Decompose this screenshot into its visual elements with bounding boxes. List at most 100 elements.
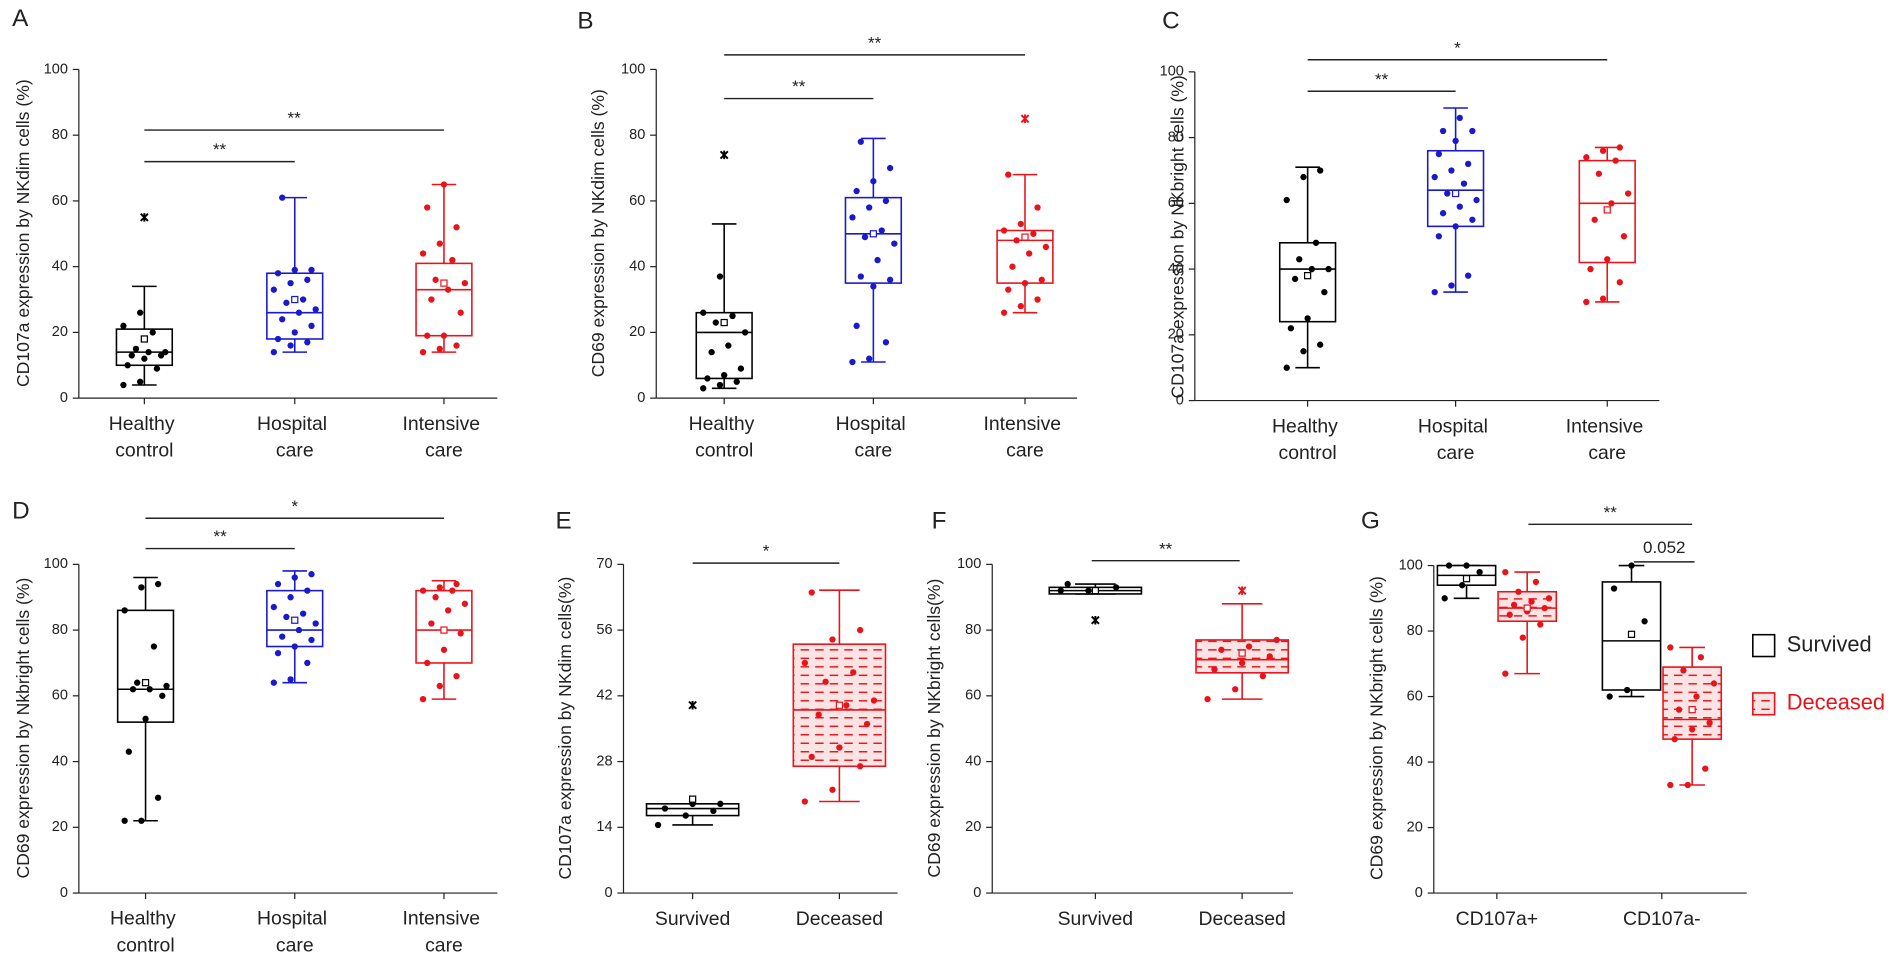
outlier xyxy=(1020,114,1030,124)
data-point xyxy=(866,355,873,362)
data-point xyxy=(708,348,715,356)
outlier xyxy=(719,150,729,160)
y-tick-label: 42 xyxy=(596,688,612,704)
data-point xyxy=(1606,693,1613,700)
data-point xyxy=(882,197,890,205)
data-point xyxy=(856,626,864,634)
data-point xyxy=(1463,562,1470,569)
data-point xyxy=(882,339,890,346)
data-point xyxy=(861,233,869,241)
panel: A CD107a expression by NKdim cells (%) 0 20… xyxy=(12,5,498,462)
data-point xyxy=(721,371,728,379)
data-point xyxy=(1610,585,1618,592)
y-axis-label: CD107a expression by NKdim cells(%) xyxy=(555,577,575,880)
data-point xyxy=(1064,580,1071,588)
x-tick-label: Hospital care xyxy=(257,413,332,462)
data-point xyxy=(308,636,315,644)
data-point xyxy=(1519,634,1526,641)
data-point xyxy=(1620,233,1628,240)
panel: D CD69 expression by Nkbright cells (%) 0 2… xyxy=(12,497,498,954)
data-point xyxy=(1057,587,1064,594)
data-point xyxy=(295,309,303,316)
significance-label: ** xyxy=(792,77,806,96)
data-point xyxy=(1300,173,1307,181)
data-point xyxy=(1112,584,1120,591)
data-point xyxy=(1218,646,1225,653)
data-point xyxy=(654,821,662,829)
data-point xyxy=(162,348,169,356)
y-tick-label: 0 xyxy=(60,390,68,406)
mean-marker xyxy=(1091,586,1099,595)
data-point xyxy=(1456,203,1463,210)
data-point xyxy=(1308,265,1315,273)
panel-letter: C xyxy=(1162,8,1180,35)
y-tick-label: 100 xyxy=(44,556,68,572)
mean-marker xyxy=(1303,272,1312,280)
data-point xyxy=(1460,180,1468,187)
data-point xyxy=(870,697,878,704)
data-point xyxy=(274,580,282,588)
data-point xyxy=(279,194,286,201)
y-tick-label: 100 xyxy=(44,61,68,77)
data-point xyxy=(801,659,808,667)
data-point xyxy=(428,296,435,303)
data-point xyxy=(453,672,460,680)
data-point xyxy=(836,744,843,751)
y-tick-label: 70 xyxy=(596,556,612,572)
data-point xyxy=(856,763,864,770)
data-point xyxy=(822,678,829,685)
data-point xyxy=(424,332,431,339)
data-point xyxy=(142,715,149,722)
data-point xyxy=(1259,672,1267,680)
data-point xyxy=(682,812,689,819)
panel: E CD107a expression by NKdim cells(%) 0 14 2… xyxy=(555,507,898,930)
data-point xyxy=(1009,263,1016,270)
y-tick-label: 40 xyxy=(1407,754,1423,770)
data-point xyxy=(717,800,724,807)
data-point xyxy=(1710,680,1718,687)
data-point xyxy=(1435,150,1443,158)
data-point xyxy=(1459,582,1466,589)
panel: F CD69 expression by NKbright cells(%) 0 20… xyxy=(924,507,1294,930)
x-tick-label: Deceased xyxy=(1198,908,1285,930)
data-point xyxy=(815,711,822,718)
data-point xyxy=(295,626,303,634)
significance-label: * xyxy=(1454,38,1461,57)
data-point xyxy=(287,279,294,287)
data-point xyxy=(1684,781,1691,789)
significance-label: * xyxy=(763,542,770,561)
data-point xyxy=(1680,667,1687,674)
significance-label: ** xyxy=(1159,539,1173,558)
data-point xyxy=(308,571,315,578)
data-point xyxy=(1444,190,1451,197)
data-point xyxy=(716,273,724,280)
data-point xyxy=(270,286,277,293)
data-point xyxy=(1702,765,1709,772)
legend-label: Deceased xyxy=(1787,690,1885,715)
significance-label: * xyxy=(291,497,298,516)
mean-marker xyxy=(1627,630,1636,638)
data-point xyxy=(1599,147,1607,154)
data-point xyxy=(1541,604,1548,612)
data-point xyxy=(716,381,724,389)
significance-label: ** xyxy=(868,33,882,52)
data-point xyxy=(1510,601,1518,609)
data-point xyxy=(874,256,881,264)
data-point xyxy=(1587,265,1594,273)
significance-label: ** xyxy=(214,527,228,546)
y-tick-label: 20 xyxy=(52,324,68,340)
data-point xyxy=(1506,611,1513,618)
data-point xyxy=(436,584,443,591)
data-point xyxy=(870,283,877,290)
y-tick-label: 60 xyxy=(629,193,645,209)
data-point xyxy=(291,574,298,581)
data-point xyxy=(1291,275,1299,283)
data-point xyxy=(1688,726,1696,733)
data-point xyxy=(1034,296,1041,303)
data-point xyxy=(1085,587,1092,594)
data-point xyxy=(1312,239,1320,246)
data-point xyxy=(270,603,277,611)
data-point xyxy=(1502,670,1509,677)
data-point xyxy=(1266,653,1273,660)
data-point xyxy=(1667,781,1674,789)
